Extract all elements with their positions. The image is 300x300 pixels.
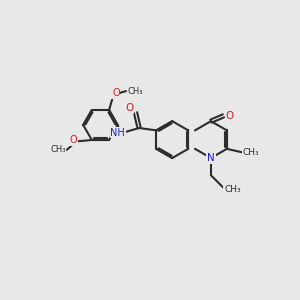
Text: CH₃: CH₃	[127, 87, 143, 96]
Text: O: O	[225, 111, 233, 121]
Text: N: N	[207, 153, 215, 163]
Text: CH₃: CH₃	[243, 148, 260, 157]
Text: CH₃: CH₃	[224, 185, 241, 194]
Text: O: O	[70, 135, 77, 145]
Text: O: O	[125, 103, 134, 113]
Text: CH₃: CH₃	[50, 145, 66, 154]
Text: NH: NH	[110, 128, 125, 138]
Text: O: O	[112, 88, 120, 98]
